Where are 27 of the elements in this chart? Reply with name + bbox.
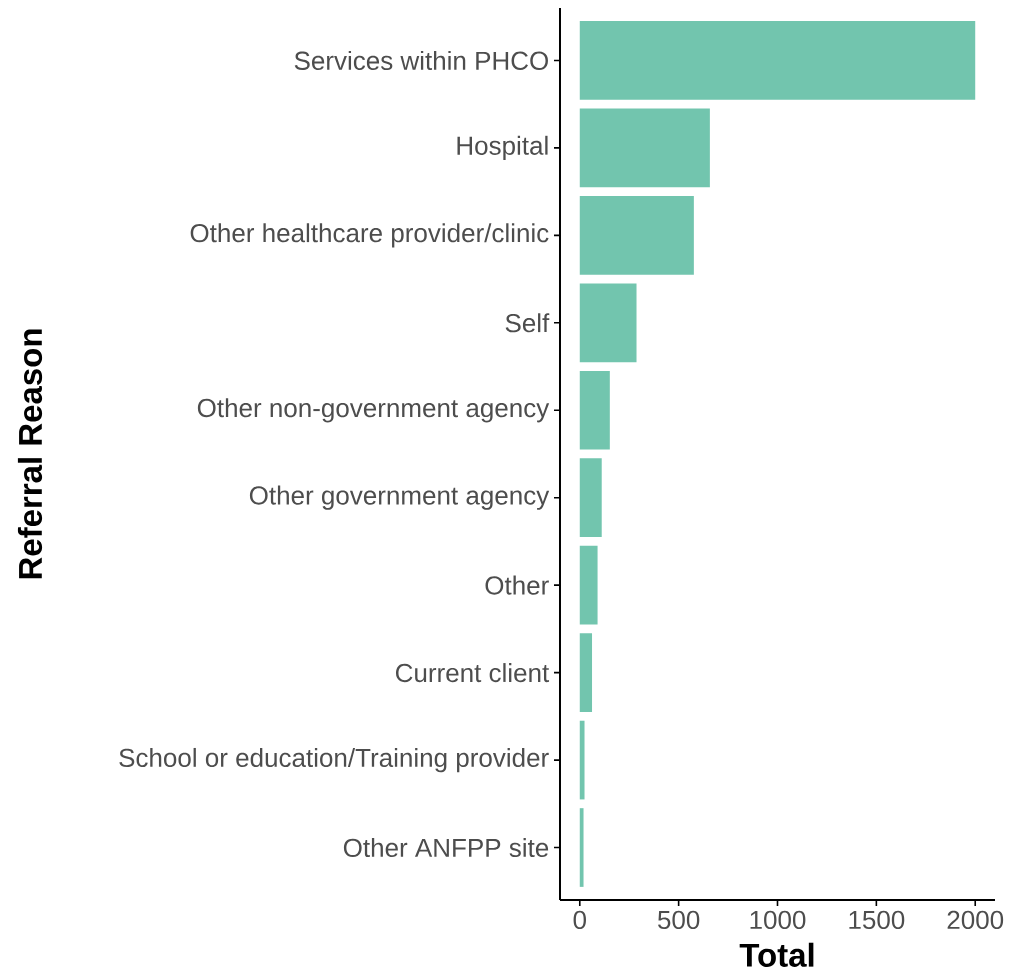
bar: [579, 196, 694, 275]
x-tick-label: 1500: [849, 910, 905, 930]
y-tick-label: Self: [505, 313, 550, 333]
y-tick-label: Other ANFPP site: [343, 837, 549, 858]
y-tick-label: Other government agency: [249, 485, 550, 510]
x-tick-label: 500: [657, 910, 700, 930]
bar: [579, 370, 610, 450]
x-tick-label: 0: [573, 910, 586, 930]
x-axis-title: Total: [739, 942, 814, 967]
bar: [579, 108, 710, 188]
bar: [579, 458, 602, 538]
y-tick-label: Other: [485, 575, 549, 595]
y-axis-title: Referral Reason: [17, 329, 43, 579]
x-tick-label: 2000: [947, 910, 1004, 930]
y-tick-label: Hospital: [457, 135, 548, 161]
x-tick-label: 1000: [750, 910, 806, 930]
bar: [579, 633, 593, 712]
y-tick-label: Current client: [395, 663, 550, 683]
bar: [579, 720, 585, 800]
bar: [579, 808, 584, 887]
bar: [579, 21, 976, 100]
y-tick-label: Other non-government agency: [197, 398, 550, 423]
y-tick-label: Services within PHCO: [294, 50, 548, 71]
bar: [579, 545, 598, 625]
y-tick-label: Other healthcare provider/clinic: [190, 223, 549, 248]
y-tick-label: School or education/Training provider: [119, 747, 549, 773]
bar: [579, 283, 637, 363]
